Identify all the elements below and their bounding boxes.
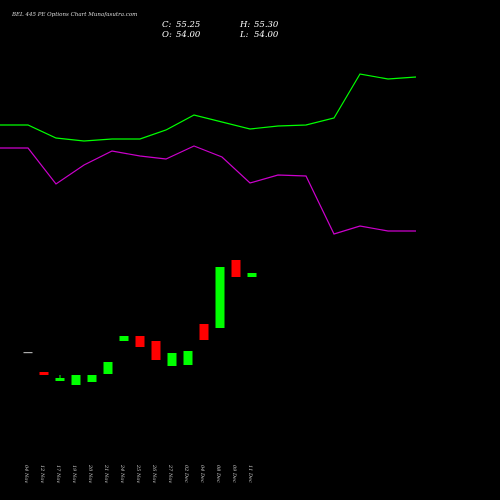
close-label: C: <box>162 20 172 30</box>
candle-body <box>135 336 145 347</box>
candle-body <box>231 260 241 277</box>
candle <box>151 341 161 360</box>
x-axis-tick-labels: 04 Nov 12 Nov 17 Nov 19 Nov 20 Nov 21 Nov 24 N… <box>23 464 253 483</box>
candle <box>39 372 49 375</box>
x-tick-label: 27 Nov <box>167 464 173 483</box>
indicator-line-1 <box>0 73 417 142</box>
candle-body <box>247 273 257 277</box>
indicator-line-2 <box>0 145 416 235</box>
candle-body <box>23 352 33 354</box>
open-label: O: <box>162 30 172 40</box>
candle <box>183 351 193 365</box>
x-tick-label: 02 Dec <box>183 465 189 483</box>
candle <box>87 375 97 382</box>
x-tick-label: 04 Nov <box>23 465 29 483</box>
candle-body <box>39 372 49 375</box>
candle-body <box>71 375 81 385</box>
x-tick-label: 25 Nov <box>135 464 141 483</box>
candle <box>119 336 129 341</box>
candle-body <box>87 375 97 382</box>
candle-body <box>103 362 113 374</box>
candle <box>247 273 257 277</box>
candles <box>23 260 257 385</box>
x-tick-label: 11 Dec <box>247 465 253 483</box>
x-tick-label: 08 Dec <box>215 465 221 483</box>
candle <box>215 267 225 328</box>
high-label: H: <box>239 20 250 30</box>
x-tick-label: 19 Nov <box>71 465 77 483</box>
candle-body <box>183 351 193 365</box>
candle <box>199 324 209 340</box>
low-value: 54.00 <box>254 30 279 40</box>
candle <box>103 362 113 374</box>
low-label: L: <box>239 30 249 40</box>
candle <box>23 352 33 354</box>
x-tick-label: 12 Nov <box>39 465 45 483</box>
candle <box>71 375 81 385</box>
close-value: 55.25 <box>176 20 200 30</box>
candle <box>55 375 65 381</box>
candle-body <box>151 341 161 360</box>
candle <box>167 353 177 366</box>
candle-body <box>119 336 129 341</box>
x-tick-label: 24 Nov <box>119 464 125 483</box>
candle-body <box>215 267 225 328</box>
high-value: 55.30 <box>254 20 279 30</box>
ohlc-readout: C: 55.25 O: 54.00 H: 55.30 L: 54.00 <box>162 20 279 40</box>
open-value: 54.00 <box>176 30 201 40</box>
candle-body <box>55 378 65 381</box>
candle <box>231 260 241 277</box>
indicator-lines <box>0 73 417 235</box>
chart-title: BEL 445 PE Options Chart Munafasutra.com <box>11 12 137 18</box>
candle-body <box>167 353 177 366</box>
x-tick-label: 09 Dec <box>231 465 237 483</box>
candle <box>135 336 145 347</box>
x-tick-label: 04 Dec <box>199 465 205 483</box>
x-tick-label: 17 Nov <box>55 465 61 483</box>
candle-body <box>199 324 209 340</box>
x-tick-label: 21 Nov <box>103 464 109 483</box>
x-tick-label: 26 Nov <box>151 464 157 483</box>
x-tick-label: 20 Nov <box>87 464 93 483</box>
